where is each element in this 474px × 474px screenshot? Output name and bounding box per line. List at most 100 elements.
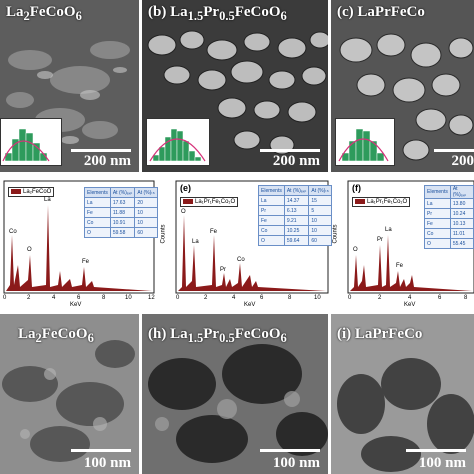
table-header-row: Elements At (%)ₑₓₚ At (%)ₜₕ xyxy=(84,187,158,198)
x-tick-0: 0 xyxy=(176,295,180,301)
sem-title-a: La2FeCoO6 xyxy=(6,4,82,23)
x-tick-12: 12 xyxy=(148,295,155,301)
table-header-cell: Elements xyxy=(84,187,111,198)
table-cell: Pr xyxy=(258,205,285,216)
table-header-cell: At (%)ₑₓₚ xyxy=(109,187,136,198)
panel-label-f: (f) xyxy=(352,183,361,193)
size-histogram-inset-c xyxy=(335,118,395,166)
x-tick-8: 8 xyxy=(102,295,106,301)
x-tick-4: 4 xyxy=(408,295,412,301)
table-cell: 15 xyxy=(308,195,332,206)
tem-texture-i xyxy=(331,314,474,474)
table-row: La 14.37 15 xyxy=(258,195,332,206)
tem-title-i: (i) LaPrFeCo xyxy=(337,326,423,342)
histogram-a xyxy=(2,128,50,162)
size-histogram-inset-a xyxy=(0,118,62,166)
y-axis-label: Counts xyxy=(332,224,339,244)
scale-bar-g xyxy=(71,449,131,452)
sem-panel-a: La2FeCoO6 200 nm xyxy=(0,0,139,172)
scale-label-i: 100 nm xyxy=(418,455,466,471)
x-tick-0: 0 xyxy=(348,295,352,301)
table-header-cell: At (%)ₑₓₚ xyxy=(283,185,310,196)
table-cell: Co xyxy=(258,225,285,236)
x-tick-6: 6 xyxy=(77,295,81,301)
table-cell: 5 xyxy=(308,205,332,216)
tem-texture-h xyxy=(142,314,328,474)
table-cell: 13.80 xyxy=(449,198,474,209)
peak-label-pr: Pr xyxy=(377,237,383,243)
table-cell: 10 xyxy=(308,215,332,226)
x-tick-2: 2 xyxy=(27,295,31,301)
peak-label-co: Co xyxy=(9,229,17,235)
scale-label-c: 200 xyxy=(451,153,474,169)
table-cell: La xyxy=(84,197,111,208)
table-cell: 14.37 xyxy=(283,195,310,206)
scale-label-h: 100 nm xyxy=(272,455,320,471)
table-cell: 6.13 xyxy=(283,205,310,216)
table-row: O 55.45 xyxy=(424,238,474,249)
table-row: Fe 11.88 10 xyxy=(84,207,158,218)
table-row: Co 10.91 10 xyxy=(84,217,158,228)
x-axis-label: KeV xyxy=(244,302,256,308)
eds-legend-f: La₁Pr₁Fe₁Co₁O xyxy=(352,197,411,208)
table-cell: Fe xyxy=(84,207,111,218)
histogram-c xyxy=(338,128,389,162)
table-header-cell: At (%)ₜₕ xyxy=(134,187,158,198)
tem-texture-g xyxy=(0,314,139,474)
table-row: Co 11.01 xyxy=(424,228,474,239)
table-row: Pr 6.13 5 xyxy=(258,205,332,216)
table-cell: 10.91 xyxy=(109,217,136,228)
table-cell: 59.58 xyxy=(109,227,136,238)
table-header-row: Elements At (%)ₑₓₚ xyxy=(424,185,474,199)
table-row: Fe 9.21 10 xyxy=(258,215,332,226)
table-cell: 11.01 xyxy=(449,228,474,239)
x-tick-8: 8 xyxy=(288,295,292,301)
x-axis-label: KeV xyxy=(404,302,416,308)
x-tick-6: 6 xyxy=(260,295,264,301)
scale-bar-i xyxy=(406,449,466,452)
table-cell: 10.25 xyxy=(283,225,310,236)
tem-panel-h: (h) La1.5Pr0.5FeCoO6 100 nm xyxy=(142,314,328,474)
table-cell: 59.64 xyxy=(283,235,310,246)
x-tick-6: 6 xyxy=(438,295,442,301)
peak-label-co: Co xyxy=(237,257,245,263)
table-row: Co 10.25 10 xyxy=(258,225,332,236)
peak-label-o: O xyxy=(181,209,186,215)
table-cell: Co xyxy=(84,217,111,228)
table-cell: 10 xyxy=(308,225,332,236)
table-header-cell: Elements xyxy=(424,185,451,199)
scale-label-a: 200 nm xyxy=(83,153,131,169)
table-cell: 55.45 xyxy=(449,238,474,249)
table-row: Fe 10.13 xyxy=(424,218,474,229)
table-cell: 10 xyxy=(134,217,158,228)
table-header-cell: Elements xyxy=(258,185,285,196)
x-tick-4: 4 xyxy=(232,295,236,301)
table-cell: O xyxy=(258,235,285,246)
eds-legend-e: La₁Pr₁Fe₁Co₁O xyxy=(180,197,239,208)
table-cell: 60 xyxy=(308,235,332,246)
peak-label-fe: Fe xyxy=(210,229,218,235)
table-cell: 17.63 xyxy=(109,197,136,208)
peak-label-la: La xyxy=(385,227,392,233)
x-tick-10: 10 xyxy=(314,295,321,301)
table-row: La 13.80 xyxy=(424,198,474,209)
peak-label-o: O xyxy=(27,247,32,253)
panel-label-e: (e) xyxy=(180,183,191,193)
eds-panel-d: La₂FeCoO Elements At (%)ₑₓₚ At (%)ₜₕ La 1… xyxy=(0,175,160,310)
scale-label-g: 100 nm xyxy=(83,455,131,471)
table-cell: 10.24 xyxy=(449,208,474,219)
tem-title-h: (h) La1.5Pr0.5FeCoO6 xyxy=(148,326,287,345)
x-tick-2: 2 xyxy=(204,295,208,301)
table-cell: 60 xyxy=(134,227,158,238)
table-cell: Fe xyxy=(258,215,285,226)
table-row: Pr 10.24 xyxy=(424,208,474,219)
table-header-row: Elements At (%)ₑₓₚ At (%)ₜₕ xyxy=(258,185,332,196)
tem-panel-g: La2FeCoO6 100 nm xyxy=(0,314,139,474)
sem-panel-c: (c) LaPrFeCo 200 xyxy=(331,0,474,172)
table-cell: 10 xyxy=(134,207,158,218)
x-tick-8: 8 xyxy=(464,295,468,301)
x-tick-10: 10 xyxy=(125,295,132,301)
size-histogram-inset-b xyxy=(146,118,210,166)
table-cell: 20 xyxy=(134,197,158,208)
table-cell: La xyxy=(424,198,451,209)
